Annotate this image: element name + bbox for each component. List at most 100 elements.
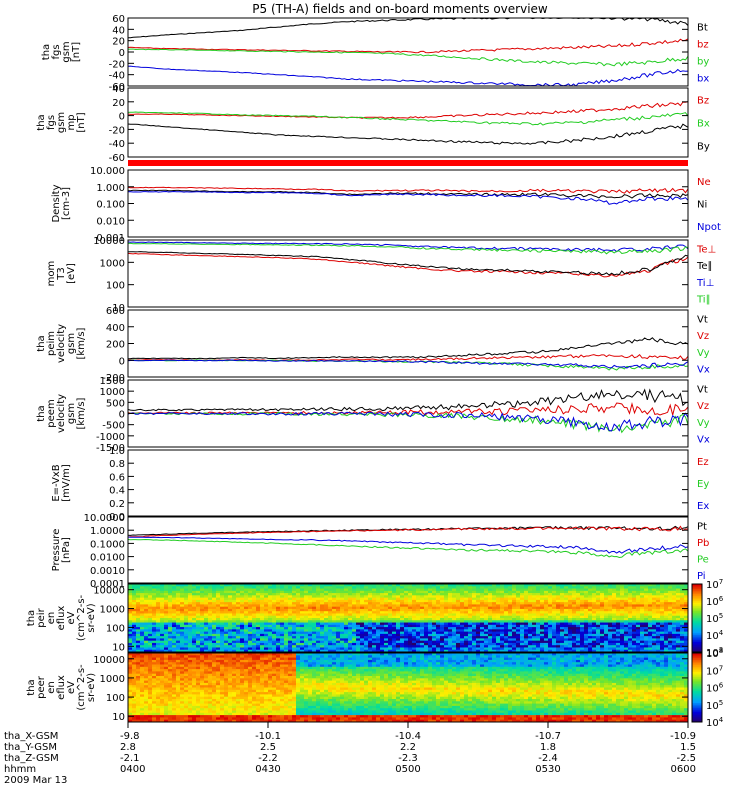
heatmap-cell bbox=[492, 597, 497, 601]
heatmap-cell bbox=[604, 620, 609, 624]
heatmap-cell bbox=[552, 597, 557, 601]
heatmap-cell bbox=[160, 602, 165, 605]
heatmap-cell bbox=[172, 586, 177, 590]
heatmap-cell bbox=[260, 640, 265, 644]
heatmap-cell bbox=[432, 620, 437, 624]
heatmap-cell bbox=[464, 629, 469, 633]
heatmap-cell bbox=[600, 584, 605, 587]
heatmap-cell bbox=[436, 586, 441, 590]
heatmap-cell bbox=[476, 604, 481, 608]
heatmap-cell bbox=[368, 586, 373, 590]
heatmap-cell bbox=[500, 638, 505, 642]
heatmap-cell bbox=[448, 590, 453, 594]
heatmap-cell bbox=[148, 595, 153, 599]
heatmap-cell bbox=[520, 602, 525, 605]
heatmap-cell bbox=[628, 629, 633, 633]
heatmap-cell bbox=[256, 636, 261, 639]
heatmap-cell bbox=[288, 636, 293, 639]
heatmap-cell bbox=[168, 664, 173, 668]
heatmap-cell bbox=[228, 615, 233, 619]
heatmap-cell bbox=[160, 696, 165, 700]
heatmap-cell bbox=[348, 624, 353, 628]
heatmap-cell bbox=[580, 640, 585, 644]
heatmap-cell bbox=[152, 631, 157, 635]
heatmap-cell bbox=[176, 703, 181, 707]
heatmap-cell bbox=[532, 597, 537, 601]
heatmap-cell bbox=[480, 649, 485, 653]
heatmap-cell bbox=[440, 638, 445, 642]
heatmap-cell bbox=[536, 611, 541, 614]
heatmap-cell bbox=[464, 638, 469, 642]
heatmap-cell bbox=[676, 631, 681, 635]
heatmap-cell bbox=[320, 638, 325, 642]
heatmap-cell bbox=[292, 613, 297, 617]
heatmap-cell bbox=[336, 629, 341, 633]
heatmap-cell bbox=[200, 604, 205, 608]
heatmap-cell bbox=[268, 645, 273, 648]
heatmap-cell bbox=[372, 627, 377, 630]
heatmap-cell bbox=[340, 615, 345, 619]
heatmap-cell bbox=[308, 624, 313, 628]
heatmap-cell bbox=[160, 719, 165, 723]
heatmap-cell bbox=[136, 588, 141, 592]
colorbar-swatch bbox=[692, 635, 702, 638]
heatmap-cell bbox=[160, 590, 165, 594]
heatmap-cell bbox=[448, 620, 453, 624]
heatmap-cell bbox=[200, 602, 205, 605]
heatmap-cell bbox=[356, 602, 361, 605]
heatmap-cell bbox=[404, 629, 409, 633]
heatmap-cell bbox=[632, 620, 637, 624]
heatmap-cell bbox=[228, 602, 233, 605]
heatmap-cell bbox=[656, 588, 661, 592]
heatmap-cell bbox=[444, 597, 449, 601]
heatmap-cell bbox=[560, 640, 565, 644]
heatmap-cell bbox=[596, 636, 601, 639]
heatmap-cell bbox=[268, 602, 273, 605]
heatmap-cell bbox=[524, 624, 529, 628]
legend-label: Ez bbox=[697, 457, 709, 468]
heatmap-cell bbox=[140, 662, 145, 665]
heatmap-cell bbox=[180, 584, 185, 587]
heatmap-cell bbox=[220, 593, 225, 596]
heatmap-cell bbox=[680, 593, 685, 596]
heatmap-cell bbox=[648, 597, 653, 601]
heatmap-cell bbox=[572, 602, 577, 605]
legend-label: Te⊥ bbox=[696, 244, 716, 255]
heatmap-cell bbox=[472, 584, 477, 587]
y-axis-label: gsm bbox=[56, 112, 67, 133]
heatmap-cell bbox=[188, 701, 193, 705]
heatmap-cell bbox=[388, 588, 393, 592]
heatmap-cell bbox=[492, 593, 497, 596]
heatmap-cell bbox=[480, 615, 485, 619]
colorbar-label: 105 bbox=[706, 612, 723, 625]
heatmap-cell bbox=[352, 586, 357, 590]
heatmap-cell bbox=[532, 590, 537, 594]
heatmap-cell bbox=[260, 636, 265, 639]
heatmap-cell bbox=[248, 629, 253, 633]
heatmap-cell bbox=[484, 627, 489, 630]
heatmap-cell bbox=[344, 645, 349, 648]
heatmap-cell bbox=[636, 638, 641, 642]
heatmap-cell bbox=[468, 633, 473, 637]
heatmap-cell bbox=[216, 606, 221, 610]
heatmap-cell bbox=[260, 602, 265, 605]
heatmap-cell bbox=[412, 599, 417, 603]
heatmap-cell bbox=[472, 649, 477, 653]
heatmap-cell bbox=[592, 615, 597, 619]
heatmap-cell bbox=[308, 599, 313, 603]
heatmap-cell bbox=[568, 593, 573, 596]
heatmap-cell bbox=[664, 629, 669, 633]
heatmap-cell bbox=[136, 687, 141, 691]
heatmap-cell bbox=[348, 642, 353, 646]
heatmap-cell bbox=[228, 588, 233, 592]
heatmap-cell bbox=[424, 597, 429, 601]
heatmap-cell bbox=[132, 584, 137, 587]
heatmap-cell bbox=[568, 608, 573, 612]
heatmap-cell bbox=[236, 620, 241, 624]
panel-frame bbox=[127, 449, 689, 517]
heatmap-cell bbox=[388, 629, 393, 633]
heatmap-cell bbox=[292, 638, 297, 642]
heatmap-cell bbox=[132, 678, 137, 682]
heatmap-cell bbox=[596, 595, 601, 599]
heatmap-cell bbox=[572, 615, 577, 619]
